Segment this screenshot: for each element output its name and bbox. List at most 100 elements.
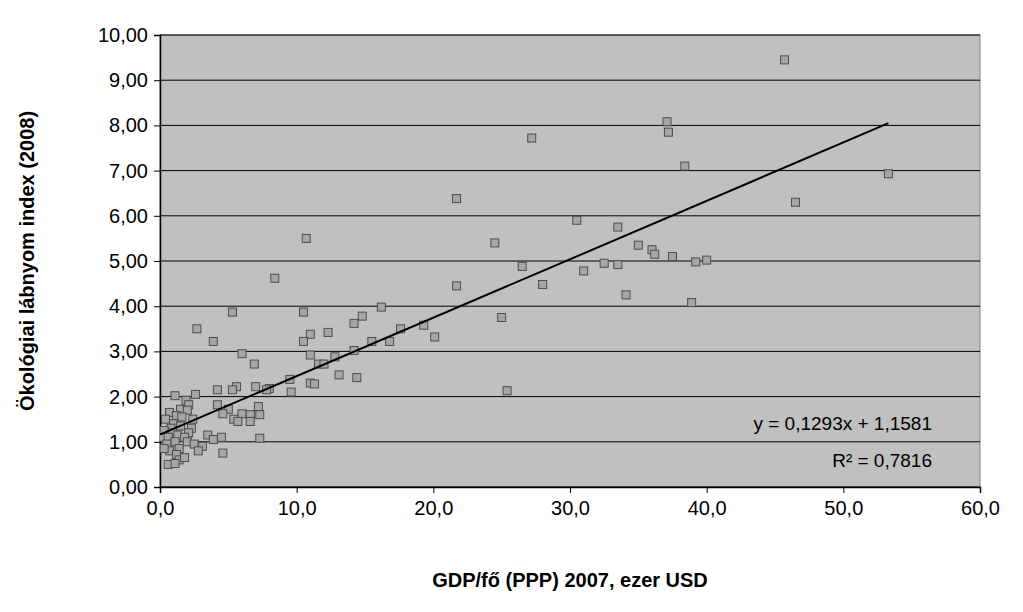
tick: 8,00 [109, 114, 160, 136]
point [600, 259, 608, 267]
tick-label: 50,0 [824, 497, 863, 519]
point [377, 303, 385, 311]
point [614, 261, 622, 269]
point [192, 390, 200, 398]
point [246, 417, 254, 425]
tick-mark [154, 397, 160, 398]
point [213, 401, 221, 409]
tick-label: 20,0 [414, 497, 453, 519]
point [310, 380, 318, 388]
point [692, 258, 700, 266]
tick: 40,0 [688, 487, 727, 519]
tick-mark [154, 35, 160, 36]
tick-mark [843, 487, 844, 493]
tick-label: 0,00 [109, 476, 148, 498]
point [218, 433, 226, 441]
tick-label: 8,00 [109, 114, 148, 136]
tick-mark [154, 171, 160, 172]
tick: 20,0 [414, 487, 453, 519]
point [254, 403, 262, 411]
tick: 1,00 [109, 431, 160, 453]
x-axis-title: GDP/fő (PPP) 2007, ezer USD [432, 569, 708, 591]
point [271, 274, 279, 282]
tick-label: 0,0 [147, 497, 175, 519]
tick-mark [433, 487, 434, 493]
point [256, 411, 264, 419]
point [358, 312, 366, 320]
grid-line [160, 396, 980, 397]
point [669, 252, 677, 260]
annotation: R² = 0,7816 [832, 450, 932, 471]
point [171, 392, 179, 400]
point [622, 291, 630, 299]
point [219, 449, 227, 457]
tick-mark [297, 487, 298, 493]
point [178, 413, 186, 421]
tick: 10,0 [278, 487, 317, 519]
point [491, 239, 499, 247]
point [171, 459, 179, 467]
tick-label: 60,0 [961, 497, 1000, 519]
point [573, 216, 581, 224]
tick-label: 6,00 [109, 205, 148, 227]
tick-label: 4,00 [109, 295, 148, 317]
scatter-points [160, 56, 892, 469]
point [353, 374, 361, 382]
point [213, 386, 221, 394]
grid-line [160, 306, 980, 307]
tick-mark [154, 442, 160, 443]
tick-label: 2,00 [109, 386, 148, 408]
tick-mark [154, 306, 160, 307]
point [252, 383, 260, 391]
marks [160, 56, 892, 469]
tick-label: 9,00 [109, 69, 148, 91]
tick-label: 30,0 [551, 497, 590, 519]
tick-label: 5,00 [109, 250, 148, 272]
point [302, 234, 310, 242]
tick-label: 3,00 [109, 340, 148, 362]
tick: 6,00 [109, 205, 160, 227]
tick-mark [154, 125, 160, 126]
tick: 3,00 [109, 340, 160, 362]
grid-line [160, 351, 980, 352]
chart: 0,0 10,0 20,0 30,0 40,0 50,0 60,0 0,00 1,00 2,00 3… [0, 0, 1023, 612]
point [256, 434, 264, 442]
point [663, 118, 671, 126]
point [781, 56, 789, 64]
tick-mark [707, 487, 708, 493]
tick: 10,00 [98, 24, 160, 46]
grid [160, 35, 980, 487]
annotation: y = 0,1293x + 1,1581 [753, 413, 932, 434]
grid-line [160, 441, 980, 442]
tick: 9,00 [109, 69, 160, 91]
point [350, 319, 358, 327]
point [664, 128, 672, 136]
axis-line [154, 36, 161, 488]
tick: 2,00 [109, 386, 160, 408]
point [181, 454, 189, 462]
tick-label: 40,0 [688, 497, 727, 519]
tick-label: 10,0 [278, 497, 317, 519]
tick: 4,00 [109, 295, 160, 317]
point [287, 388, 295, 396]
tick-mark [570, 487, 571, 493]
point [498, 314, 506, 322]
tick-label: 1,00 [109, 431, 148, 453]
plot-area [160, 35, 980, 487]
point [228, 308, 236, 316]
tick: 7,00 [109, 160, 160, 182]
point [539, 281, 547, 289]
tick: 0,00 [109, 476, 160, 498]
point [884, 170, 892, 178]
point [219, 410, 227, 418]
tick: 60,0 [961, 487, 1000, 519]
point [518, 262, 526, 270]
point [503, 387, 511, 395]
point [194, 447, 202, 455]
point [703, 256, 711, 264]
point [614, 223, 622, 231]
tick-label: 10,00 [98, 24, 148, 46]
tick-mark [154, 80, 160, 81]
point [306, 351, 314, 359]
point [792, 198, 800, 206]
